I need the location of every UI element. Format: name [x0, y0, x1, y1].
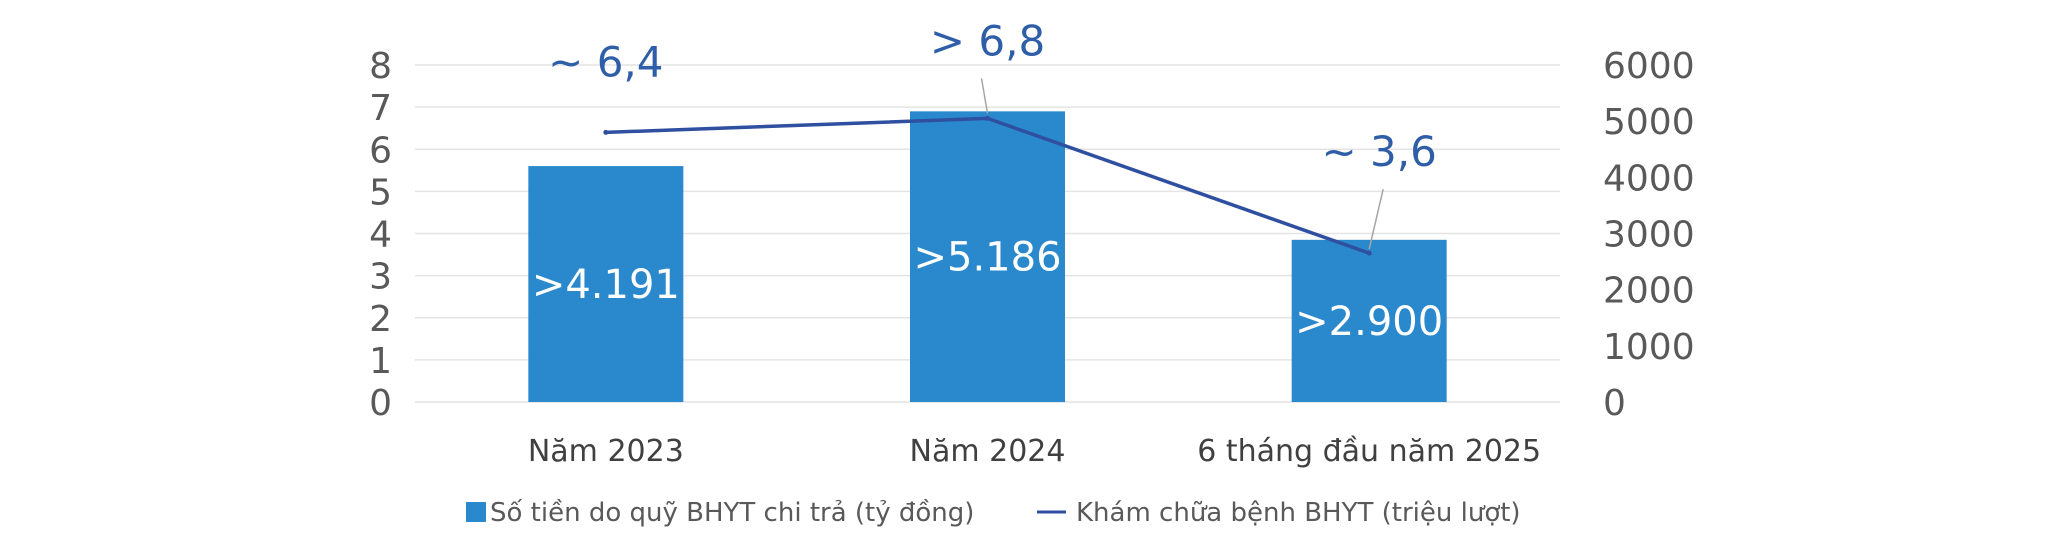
category-label: Năm 2023 — [528, 434, 684, 469]
right-tick-label: 3000 — [1603, 215, 1695, 256]
category-label: Năm 2024 — [910, 434, 1066, 469]
left-tick-label: 6 — [369, 130, 392, 171]
line-point — [1366, 250, 1372, 256]
right-tick-label: 6000 — [1603, 46, 1695, 87]
legend-bar-label: Số tiền do quỹ BHYT chi trả (tỷ đồng) — [490, 498, 974, 528]
left-tick-label: 1 — [369, 341, 392, 382]
category-axis: Năm 2023 Năm 2024 6 tháng đầu năm 2025 — [528, 434, 1541, 469]
bar-data-labels: >4.191 >5.186 >2.900 — [532, 235, 1443, 345]
bar — [528, 166, 684, 402]
category-label: 6 tháng đầu năm 2025 — [1197, 434, 1541, 469]
legend-line-label: Khám chữa bệnh BHYT (triệu lượt) — [1076, 498, 1521, 528]
right-tick-label: 0 — [1603, 383, 1626, 424]
left-tick-label: 0 — [369, 383, 392, 424]
legend-bar-swatch — [466, 502, 486, 522]
line-data-labels: ~ 6,4 > 6,8 ~ 3,6 — [548, 16, 1437, 176]
left-tick-label: 4 — [369, 215, 392, 256]
left-tick-label: 3 — [369, 257, 392, 298]
right-tick-label: 1000 — [1603, 327, 1695, 368]
left-tick-label: 8 — [369, 46, 392, 87]
legend: Số tiền do quỹ BHYT chi trả (tỷ đồng) Kh… — [466, 498, 1521, 528]
line-point — [603, 129, 609, 135]
bar-value-label: >2.900 — [1295, 299, 1443, 345]
leader-line — [980, 78, 989, 114]
bar-series — [528, 111, 1447, 403]
left-tick-label: 5 — [369, 172, 392, 213]
bar-value-label: >4.191 — [532, 262, 680, 308]
right-tick-label: 4000 — [1603, 158, 1695, 199]
line-label-leaders — [980, 78, 1384, 250]
line-value-label: ~ 3,6 — [1321, 127, 1436, 176]
line-value-label: > 6,8 — [930, 16, 1045, 65]
line-value-label: ~ 6,4 — [548, 37, 663, 86]
bar — [910, 111, 1065, 403]
bar-value-label: >5.186 — [913, 235, 1061, 281]
bar — [1291, 239, 1447, 402]
right-tick-label: 5000 — [1603, 102, 1695, 143]
line-series — [603, 115, 1372, 256]
line-point — [985, 115, 990, 121]
left-tick-label: 7 — [369, 88, 392, 129]
left-tick-label: 2 — [369, 299, 392, 340]
right-tick-label: 2000 — [1603, 271, 1695, 312]
leader-line — [1368, 188, 1384, 250]
right-y-axis: 0 1000 2000 3000 4000 5000 6000 — [1603, 46, 1695, 424]
